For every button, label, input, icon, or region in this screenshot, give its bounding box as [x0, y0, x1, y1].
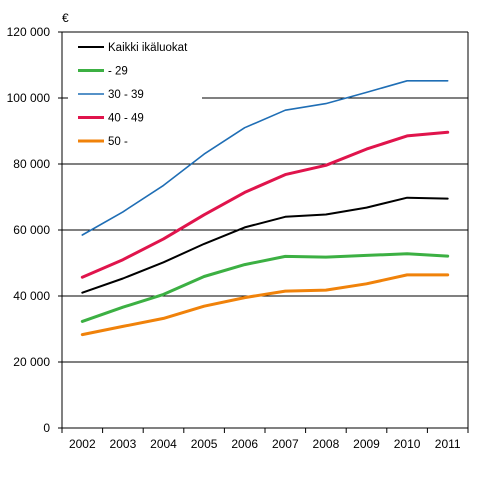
x-tick-label: 2003	[110, 437, 137, 451]
y-tick-label: 40 000	[13, 289, 50, 303]
series-line-0	[81, 196, 449, 294]
y-axis-tick-labels: 0 20 000 40 000 60 000 80 000 100 000 120 000	[7, 25, 62, 435]
y-tick-label: 20 000	[13, 355, 50, 369]
x-tick-label: 2007	[272, 437, 299, 451]
x-tick-label: 2009	[353, 437, 380, 451]
x-tick-label: 2006	[231, 437, 258, 451]
series-line-2	[81, 80, 449, 236]
x-tick-label: 2004	[150, 437, 177, 451]
legend-label: - 29	[108, 66, 128, 78]
legend-label: Kaikki ikäluokat	[108, 42, 188, 54]
x-tick-label: 2005	[191, 437, 218, 451]
x-tick-label: 2002	[69, 437, 96, 451]
legend-label: 30 - 39	[108, 89, 144, 101]
y-tick-label: 120 000	[7, 25, 51, 39]
y-tick-label: 100 000	[7, 91, 51, 105]
y-tick-label: 60 000	[13, 223, 50, 237]
x-tick-label: 2010	[394, 437, 421, 451]
series-lines	[80, 80, 450, 337]
series-line-3	[80, 130, 450, 279]
y-tick-label: 80 000	[13, 157, 50, 171]
series-line-4	[80, 273, 450, 337]
y-tick-label: 0	[43, 421, 50, 435]
x-tick-label: 2008	[313, 437, 340, 451]
legend-label: 50 -	[108, 136, 128, 148]
series-line-1	[80, 252, 450, 323]
legend: Kaikki ikäluokat - 29 30 - 39 40 - 49 50 -	[68, 36, 202, 148]
x-axis-tick-labels: 2002 2003 2004 2005 2006 2007 2008 2009 2010 2011	[61, 428, 469, 451]
x-tick-label: 2011	[435, 437, 461, 451]
legend-label: 40 - 49	[108, 113, 144, 125]
y-axis-unit-label: €	[62, 11, 69, 25]
legend-background	[68, 36, 202, 148]
